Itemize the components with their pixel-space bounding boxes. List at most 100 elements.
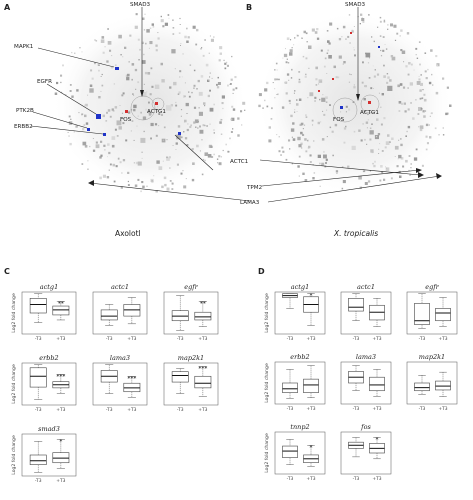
network-node [281, 146, 284, 149]
network-node [166, 157, 170, 161]
network-node [275, 62, 278, 65]
network-node [218, 59, 221, 62]
network-node [176, 134, 181, 140]
network-node [343, 61, 346, 64]
network-node [219, 121, 222, 124]
network-node [163, 176, 167, 180]
network-node [89, 145, 91, 148]
network-node [146, 185, 148, 187]
network-node [202, 158, 205, 161]
network-node [319, 185, 321, 187]
x-tick-label: +T3 [56, 336, 65, 342]
network-node [118, 126, 122, 130]
network-node [108, 151, 111, 155]
network-node [145, 42, 147, 45]
network-node [154, 123, 158, 126]
network-node [207, 94, 210, 98]
x-tick-label: -T3 [287, 336, 294, 342]
network-node [82, 141, 87, 146]
network-node [312, 177, 315, 180]
network-node [102, 51, 105, 54]
network-node [122, 92, 125, 95]
x-tick-label: +T3 [438, 406, 447, 412]
network-node [193, 87, 195, 89]
network-node [100, 39, 105, 43]
network-node [383, 19, 386, 22]
network-node [391, 137, 394, 140]
leader-lama3-left [89, 182, 251, 202]
network-node [388, 141, 391, 143]
network-node [374, 160, 376, 163]
significance-marker: ** [200, 300, 206, 307]
network-node [209, 76, 211, 78]
network-node [313, 140, 315, 142]
network-node [423, 115, 426, 118]
y-axis-label: Log2 fold change [264, 293, 270, 333]
boxplot-map2k1: map2k1 -T3 +T3 *** [163, 354, 219, 413]
node-mapk1 [115, 67, 119, 70]
node-actc1 [178, 132, 181, 135]
network-node [354, 54, 356, 57]
network-node [266, 105, 269, 108]
x-tick-label: -T3 [35, 407, 42, 413]
network-node [329, 22, 333, 26]
network-node [284, 81, 288, 84]
network-node [285, 61, 288, 64]
network-node [121, 94, 124, 97]
network-node [367, 113, 369, 115]
y-axis-label: Log2 fold change [264, 363, 270, 403]
network-node [82, 113, 84, 115]
network-node [143, 130, 145, 133]
network-node [83, 124, 86, 126]
network-node [406, 130, 408, 133]
network-node [428, 81, 432, 85]
network-node [128, 111, 131, 114]
network-node [156, 160, 160, 164]
network-node [322, 94, 324, 96]
network-node [94, 62, 96, 65]
network-node [405, 65, 408, 68]
network-node [386, 81, 389, 84]
x-tick-label: -T3 [419, 406, 426, 412]
network-node [193, 69, 196, 72]
network-node [118, 34, 122, 39]
network-node [92, 149, 96, 152]
network-node [315, 84, 318, 86]
network-node [127, 171, 130, 174]
label-ptk2b: PTK2B [16, 108, 34, 114]
network-node [216, 158, 219, 160]
y-axis-label: Log2 fold change [11, 435, 17, 475]
network-node [103, 144, 106, 147]
network-node [298, 78, 301, 81]
network-node [216, 86, 220, 89]
network-node [383, 64, 385, 67]
network-xtropicalis: SMAD3 FOS ACTG1 [257, 2, 453, 195]
network-node [154, 84, 160, 89]
network-node [161, 79, 165, 83]
network-node [230, 78, 233, 81]
network-node [128, 61, 130, 63]
network-node [121, 112, 124, 114]
network-node [342, 180, 346, 184]
network-node [190, 124, 192, 127]
network-node [276, 69, 278, 71]
network-node [142, 42, 144, 43]
network-node [193, 84, 196, 87]
network-node [141, 181, 144, 184]
network-node [196, 88, 198, 90]
network-node [152, 26, 155, 28]
network-node [398, 154, 402, 159]
network-node [155, 44, 158, 47]
network-node [304, 138, 307, 141]
network-node [288, 139, 291, 142]
network-node [192, 25, 196, 29]
network-node [418, 41, 421, 43]
network-node [193, 121, 196, 124]
network-node [379, 16, 382, 19]
network-node [104, 46, 106, 48]
network-node [172, 19, 174, 21]
x-tick-label: -T3 [106, 407, 113, 413]
network-node [288, 99, 291, 102]
network-node [229, 83, 232, 85]
